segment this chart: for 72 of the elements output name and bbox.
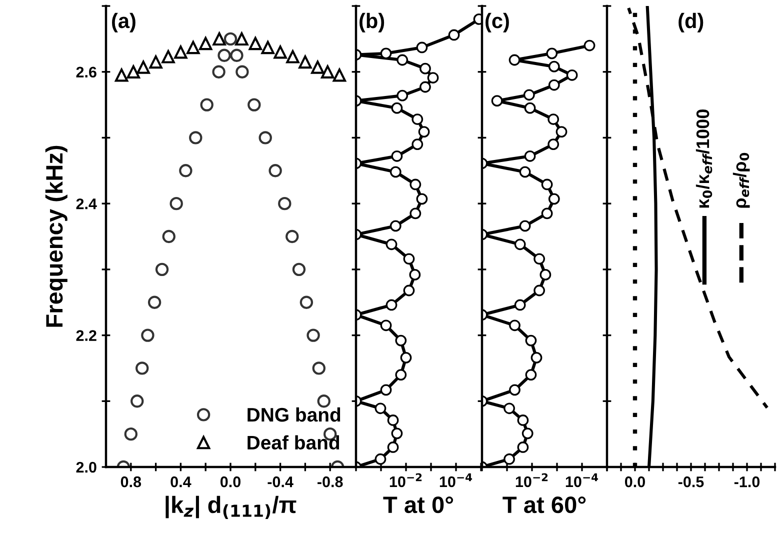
point bbox=[162, 230, 176, 244]
point bbox=[189, 131, 202, 144]
x-tick-label: -0.4 bbox=[268, 476, 294, 488]
point bbox=[258, 131, 272, 144]
y-axis-title: Frequency (kHz) bbox=[45, 146, 68, 327]
point bbox=[179, 164, 192, 178]
text: ρ$_{eff}$/ρ$_{0}$ bbox=[732, 152, 750, 208]
point bbox=[130, 394, 144, 408]
point bbox=[200, 98, 214, 112]
point bbox=[261, 40, 274, 54]
annotation: (c) bbox=[486, 12, 509, 32]
point bbox=[174, 46, 188, 59]
point bbox=[212, 32, 226, 46]
point bbox=[312, 362, 326, 375]
point bbox=[292, 262, 306, 276]
point bbox=[321, 65, 334, 78]
x-tick-label: 0.0 bbox=[220, 476, 240, 488]
point bbox=[170, 196, 183, 210]
text: κ$_{0}$/κ$_{eff}$/1000 bbox=[696, 110, 712, 208]
x-axis-title: T at 60° bbox=[502, 496, 586, 514]
x-tick-label: -0.8 bbox=[318, 476, 343, 488]
annotation: (b) bbox=[360, 12, 384, 32]
point bbox=[155, 262, 169, 276]
point bbox=[126, 65, 140, 78]
point bbox=[199, 36, 212, 50]
x-tick-label: 0.8 bbox=[120, 476, 142, 488]
point bbox=[235, 32, 248, 46]
point bbox=[286, 230, 299, 244]
y-tick-label: 2.2 bbox=[76, 330, 96, 341]
point bbox=[248, 98, 261, 112]
point bbox=[268, 164, 282, 178]
point bbox=[278, 196, 292, 210]
point bbox=[317, 394, 330, 408]
point bbox=[306, 328, 320, 342]
legend-label: DNG band bbox=[248, 407, 340, 422]
point bbox=[332, 68, 346, 82]
point bbox=[114, 68, 128, 82]
x-axis-title: |k$_{z}$| d$_{(111)}$/π bbox=[166, 496, 296, 519]
x-tick-label: -1.0 bbox=[734, 476, 760, 488]
y-tick-label: 2.4 bbox=[76, 198, 97, 210]
x-tick-label: 10$^{−2}$ bbox=[390, 473, 422, 488]
point bbox=[311, 60, 324, 74]
y-tick-label: 2.6 bbox=[76, 66, 96, 78]
point bbox=[136, 60, 150, 74]
x-tick-label: 10$^{−4}$ bbox=[566, 473, 598, 488]
x-tick-label: 0.0 bbox=[624, 476, 645, 488]
legend-label: Deaf band bbox=[248, 435, 340, 450]
point bbox=[298, 55, 312, 69]
x-tick-label: 10$^{−4}$ bbox=[440, 473, 472, 488]
x-tick-label: -0.5 bbox=[678, 476, 704, 488]
point bbox=[141, 328, 154, 342]
point bbox=[124, 427, 138, 441]
point bbox=[248, 36, 262, 50]
point bbox=[162, 50, 175, 64]
point bbox=[236, 65, 249, 78]
point bbox=[274, 46, 287, 59]
point bbox=[148, 296, 162, 309]
annotation: (d) bbox=[678, 12, 704, 32]
point bbox=[149, 55, 162, 69]
point bbox=[230, 48, 244, 62]
point bbox=[218, 48, 231, 62]
point bbox=[186, 40, 200, 54]
annotation: (a) bbox=[112, 12, 136, 32]
x-axis-title: T at 0° bbox=[383, 496, 454, 514]
point bbox=[224, 32, 238, 46]
y-tick-label: 2.0 bbox=[76, 462, 96, 473]
x-tick-label: 0.4 bbox=[170, 476, 192, 488]
point bbox=[136, 362, 149, 375]
x-tick-label: 10$^{−2}$ bbox=[516, 473, 548, 488]
point bbox=[300, 296, 314, 309]
point bbox=[286, 50, 300, 64]
point bbox=[212, 65, 226, 78]
